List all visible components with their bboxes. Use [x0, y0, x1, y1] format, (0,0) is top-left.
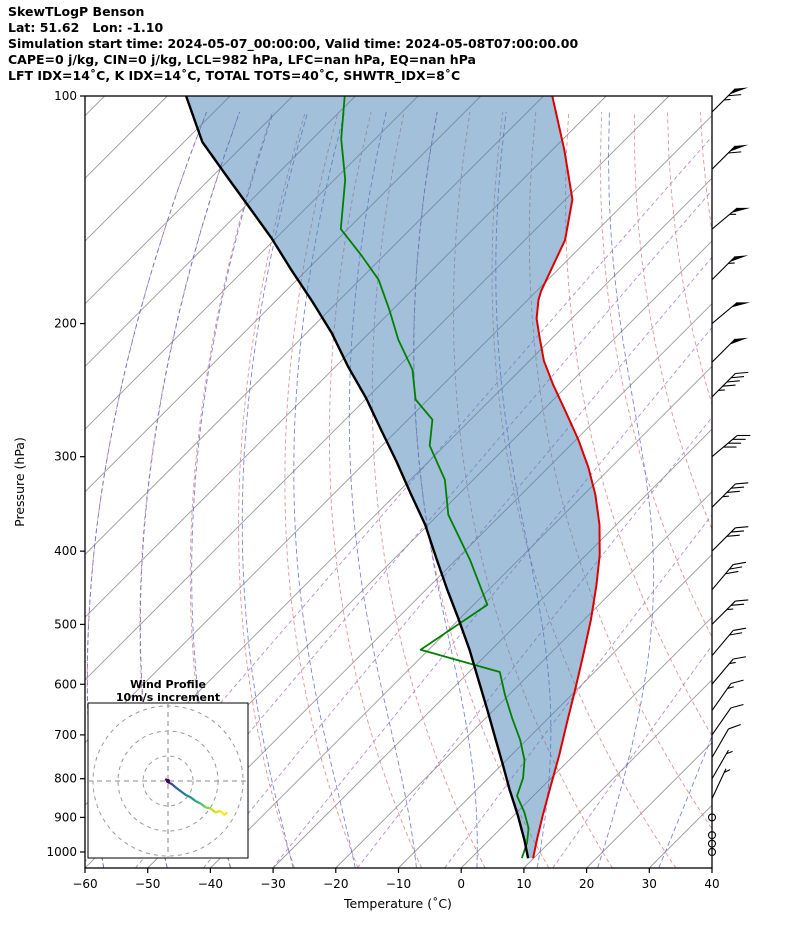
wind-barb-full — [727, 535, 740, 536]
x-tick-label: −40 — [198, 877, 223, 891]
wind-barb-full — [731, 680, 744, 683]
y-tick-label: 300 — [54, 450, 77, 464]
wind-barb-full — [735, 372, 748, 373]
y-tick-label: 400 — [54, 544, 77, 558]
y-tick-label: 500 — [54, 617, 77, 631]
wind-barb-half — [723, 496, 729, 497]
x-tick-label: −30 — [260, 877, 285, 891]
wind-barb-full — [723, 385, 736, 386]
moist-adiabat-line — [720, 112, 794, 868]
y-tick-label: 800 — [54, 772, 77, 786]
wind-barbs — [709, 88, 751, 856]
wind-barb-staff — [712, 435, 737, 456]
header-times: Simulation start time: 2024-05-07_00:00:… — [8, 36, 578, 52]
hodograph-trace-segment — [224, 813, 227, 815]
wind-barb-staff — [712, 302, 737, 323]
isotherm-line — [587, 96, 794, 868]
y-tick-label: 600 — [54, 677, 77, 691]
isotherm-line — [712, 96, 794, 868]
y-tick-label: 200 — [54, 317, 77, 331]
wind-barb-full — [728, 95, 741, 96]
dry-adiabat-line — [733, 112, 794, 868]
wind-barb-staff — [712, 708, 731, 735]
wind-barb-staff — [712, 208, 737, 229]
wind-barb-staff — [712, 684, 731, 711]
y-tick-label: 1000 — [46, 845, 77, 859]
hodograph-title-line2: 10m/s increment — [116, 691, 220, 704]
wind-barb-half — [724, 99, 730, 100]
wind-barb-staff — [712, 729, 729, 758]
wind-barb-full — [731, 604, 744, 605]
dry-adiabat-line — [565, 112, 794, 868]
wind-barb-full — [733, 628, 746, 630]
wind-barb-full — [731, 487, 744, 488]
wind-barb-full — [735, 600, 748, 601]
dry-adiabat-line — [601, 112, 794, 868]
y-axis-label: Pressure (hPa) — [12, 437, 27, 527]
moist-adiabat-line — [598, 112, 654, 868]
x-tick-label: −50 — [135, 877, 160, 891]
wind-barb-full — [729, 725, 741, 729]
x-axis-label: Temperature (˚C) — [343, 896, 452, 911]
wind-barb-staff — [712, 750, 729, 779]
wind-barb-staff — [712, 528, 735, 551]
wind-barb-staff — [712, 630, 733, 655]
dry-adiabat-line — [700, 112, 794, 868]
dry-adiabat-line — [668, 112, 794, 868]
hodograph-inset — [88, 703, 248, 858]
x-tick-label: 40 — [704, 877, 719, 891]
y-tick-label: 100 — [54, 89, 77, 103]
x-tick-label: −60 — [72, 877, 97, 891]
x-tick-label: 0 — [457, 877, 465, 891]
wind-barb-staff — [712, 601, 735, 624]
wind-barb-full — [731, 704, 744, 707]
hodograph-title-line1: Wind Profile — [130, 678, 206, 691]
header-indices-2: LFT IDX=14˚C, K IDX=14˚C, TOTAL TOTS=40˚… — [8, 68, 460, 84]
header-indices-1: CAPE=0 j/kg, CIN=0 j/kg, LCL=982 hPa, LF… — [8, 52, 476, 67]
hodograph-origin-dot — [166, 779, 170, 783]
page-title: SkewTLogP Benson — [8, 4, 144, 19]
x-tick-label: 20 — [579, 877, 594, 891]
wind-barb-half — [728, 263, 734, 264]
x-tick-label: 30 — [642, 877, 657, 891]
isotherm-line — [649, 96, 794, 868]
wind-barb-full — [735, 483, 748, 484]
wind-barb-staff — [712, 565, 733, 590]
wind-barb-full — [731, 531, 744, 532]
x-tick-label: −10 — [386, 877, 411, 891]
wind-barb-staff — [712, 89, 735, 112]
wind-barb-full — [735, 527, 748, 528]
wind-barb-full — [733, 657, 746, 659]
plot-area: 1002003004005006007008009001000−60−50−40… — [0, 88, 794, 891]
wind-barb-half — [718, 390, 724, 391]
x-tick-label: −20 — [323, 877, 348, 891]
wind-barb-full — [733, 562, 746, 564]
y-tick-label: 900 — [54, 810, 77, 824]
wind-barb-half — [727, 609, 733, 610]
wind-barb-staff — [712, 484, 735, 507]
wind-barb-full — [727, 381, 740, 382]
wind-barb-staff — [712, 769, 726, 799]
header-location: Lat: 51.62 Lon: -1.10 — [8, 20, 163, 35]
wind-barb-full — [731, 377, 744, 378]
x-tick-label: 10 — [516, 877, 531, 891]
y-tick-label: 700 — [54, 728, 77, 742]
wind-barb-full — [728, 152, 741, 153]
wind-barb-full — [727, 491, 740, 492]
wind-barb-staff — [712, 659, 733, 684]
